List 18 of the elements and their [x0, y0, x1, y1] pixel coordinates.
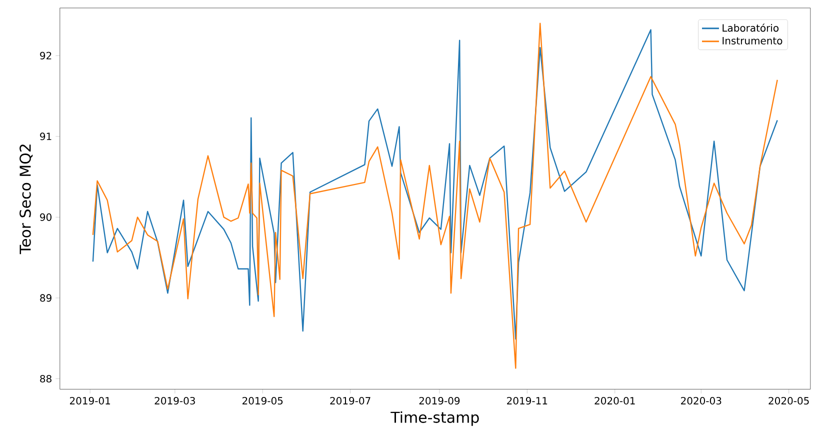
x-tick-label: 2020-01: [594, 396, 635, 404]
x-tick-label: 2020-05: [768, 396, 809, 404]
x-tick-label: 2019-07: [330, 396, 370, 404]
y-tick-label: 90: [40, 213, 52, 221]
x-tick-label: 2019-03: [154, 396, 195, 404]
legend-label: Instrumento: [722, 36, 782, 44]
y-tick-label: 92: [40, 52, 52, 60]
legend-label: Laboratório: [722, 24, 779, 32]
x-tick-label: 2019-01: [70, 396, 110, 404]
x-axis-title: Time-stamp: [390, 411, 479, 426]
x-tick-label: 2019-05: [242, 396, 283, 404]
y-tick-label: 88: [40, 374, 52, 382]
y-axis-title: Teor Seco MQ2: [20, 144, 33, 254]
y-tick-label: 91: [40, 132, 52, 140]
x-tick-label: 2019-11: [507, 396, 548, 404]
x-tick-label: 2019-09: [419, 396, 460, 404]
y-tick-label: 89: [40, 294, 52, 302]
x-tick-label: 2020-03: [681, 396, 722, 404]
